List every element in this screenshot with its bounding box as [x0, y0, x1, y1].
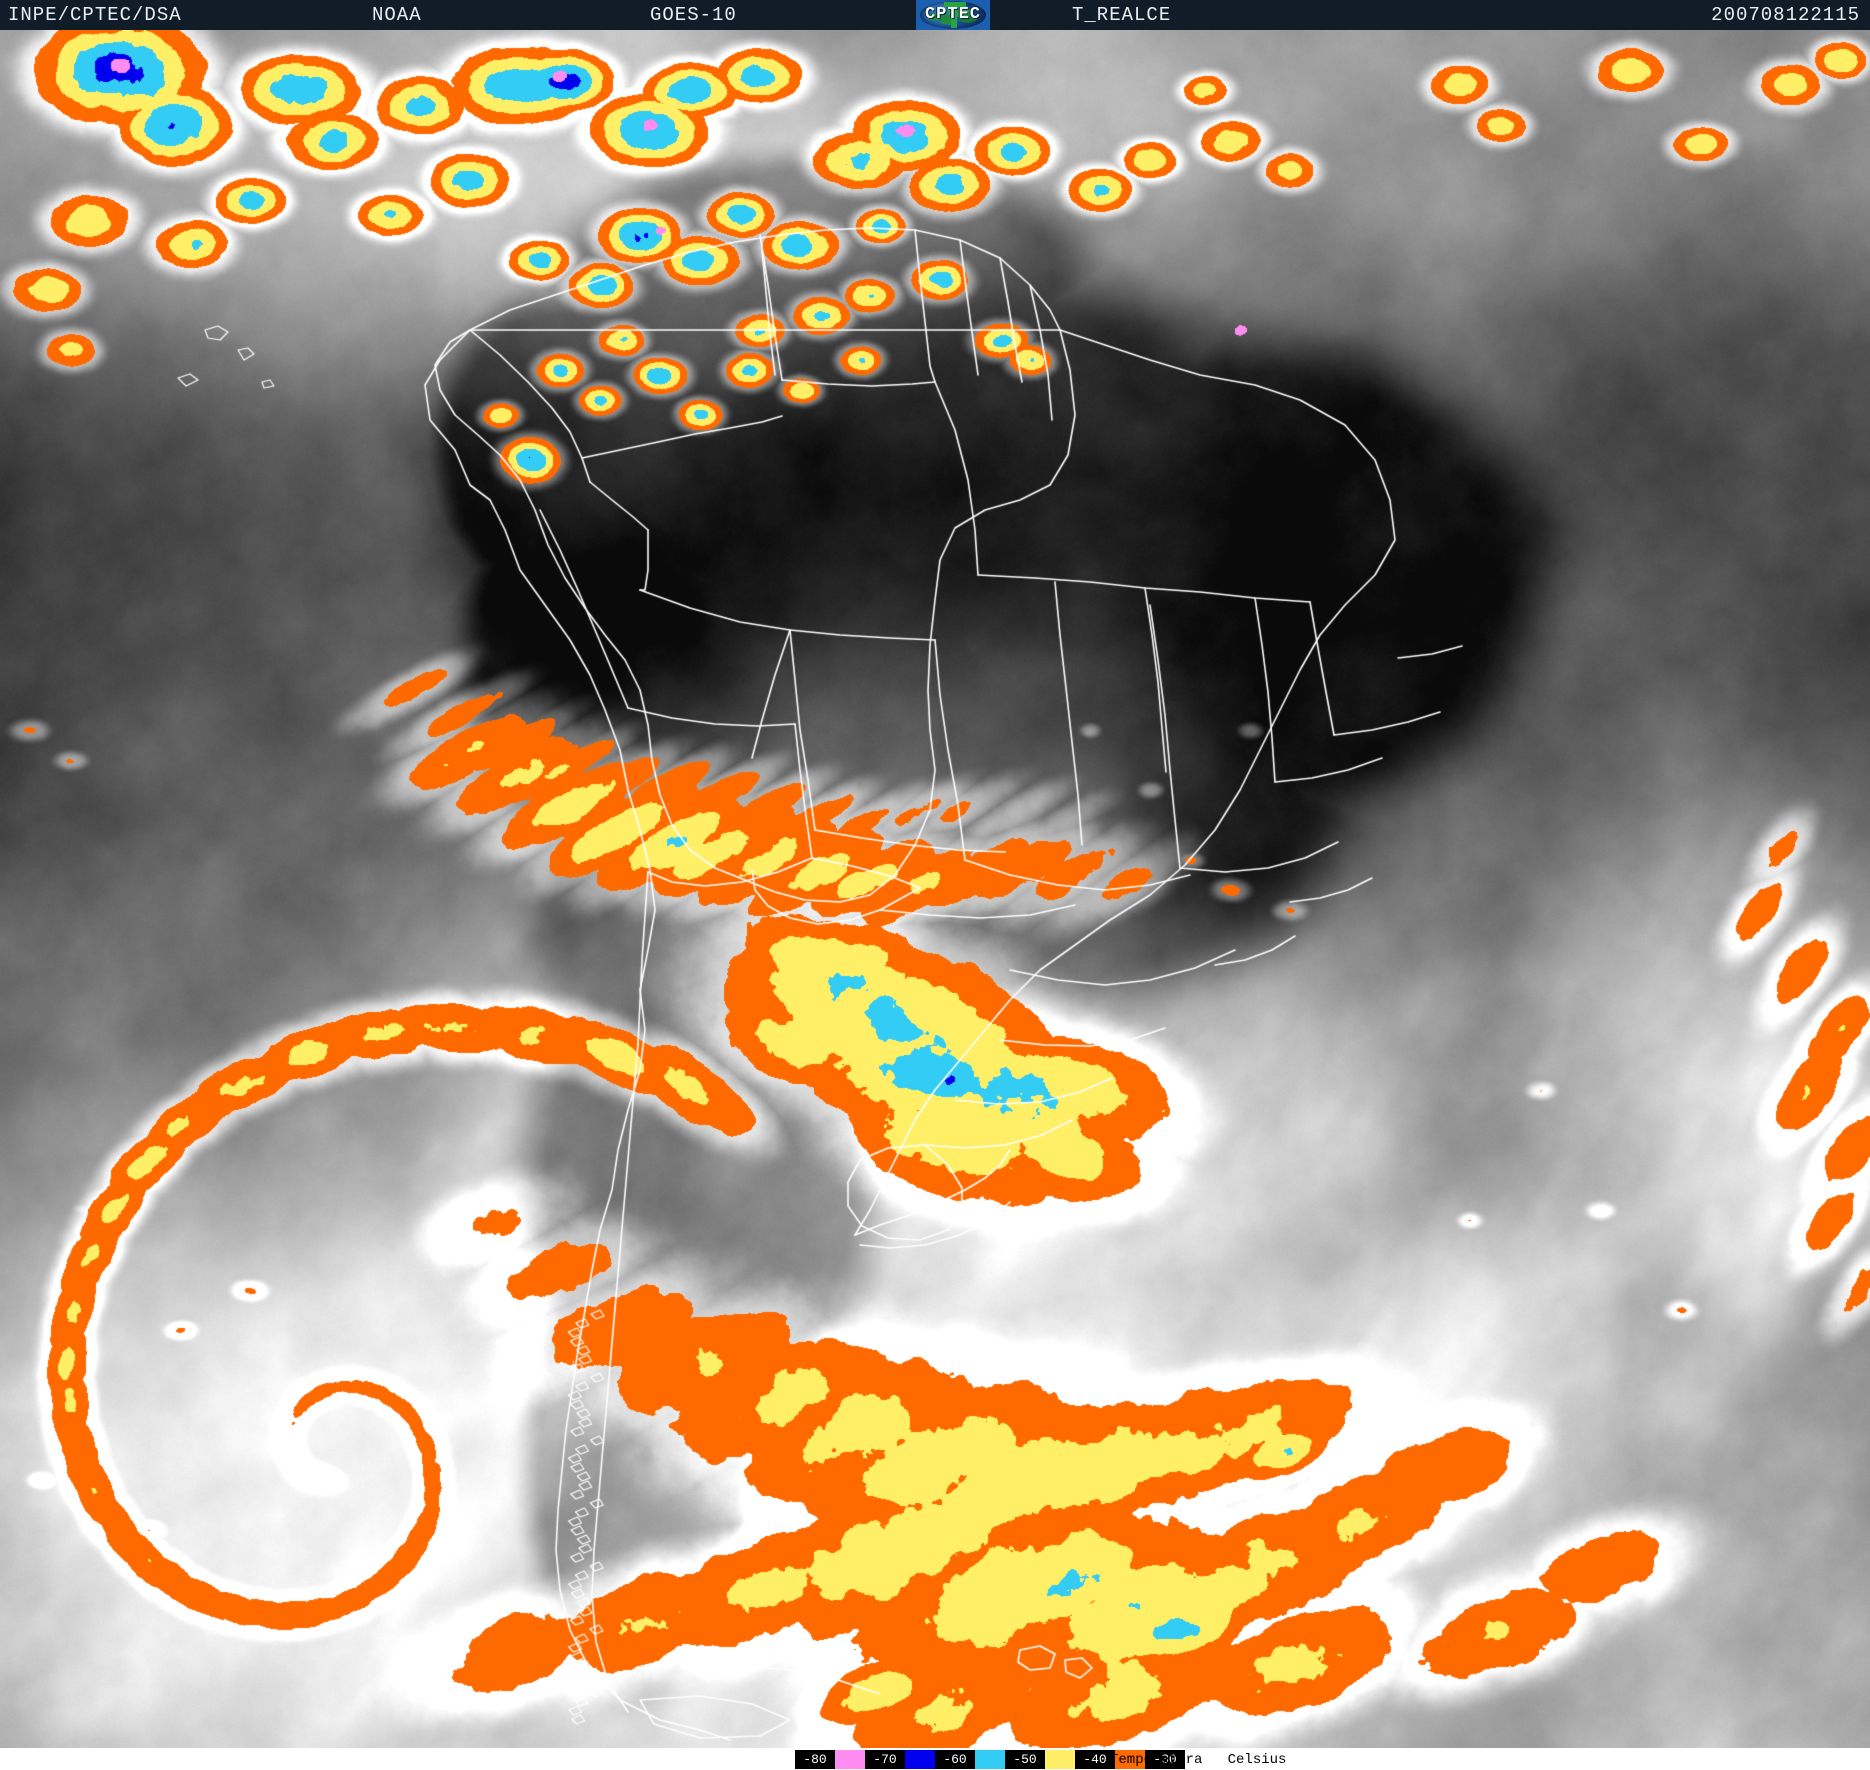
legend-swatch-cyan [975, 1750, 1005, 1769]
cptec-globe-icon: CPTEC [916, 0, 990, 30]
legend-label-minus70: -70 [865, 1750, 905, 1769]
header-bar: INPE/CPTEC/DSA NOAA GOES-10 T_REALCE 200… [0, 0, 1870, 30]
satellite-image-viewport[interactable] [0, 30, 1870, 1748]
cptec-logo-text: CPTEC [924, 5, 981, 24]
legend-strip: -80 -70 -60 -50 -40 -30 Temperatura Celsius [0, 1748, 1870, 1770]
header-timestamp: 200708122115 [1711, 4, 1860, 26]
enhanced-ir-satellite-image[interactable] [0, 30, 1870, 1748]
legend-swatch-magenta [835, 1750, 865, 1769]
header-satellite-label: GOES-10 [650, 4, 737, 26]
header-agency-label: INPE/CPTEC/DSA [8, 4, 182, 26]
legend-label-minus40: -40 [1075, 1750, 1115, 1769]
legend-swatch-yellow [1045, 1750, 1075, 1769]
temperature-color-scale: -80 -70 -60 -50 -40 -30 [795, 1750, 1185, 1769]
legend-label-minus50: -50 [1005, 1750, 1045, 1769]
legend-swatch-blue [905, 1750, 935, 1769]
legend-label-minus60: -60 [935, 1750, 975, 1769]
header-source-label: NOAA [372, 4, 422, 26]
logo-t-stem [951, 2, 957, 28]
legend-label-minus80: -80 [795, 1750, 835, 1769]
legend-caption: Temperatura Celsius [1110, 1752, 1287, 1768]
legend-swatch-orange [1115, 1750, 1145, 1769]
header-product-label: T_REALCE [1072, 4, 1172, 26]
legend-label-minus30: -30 [1145, 1750, 1185, 1769]
